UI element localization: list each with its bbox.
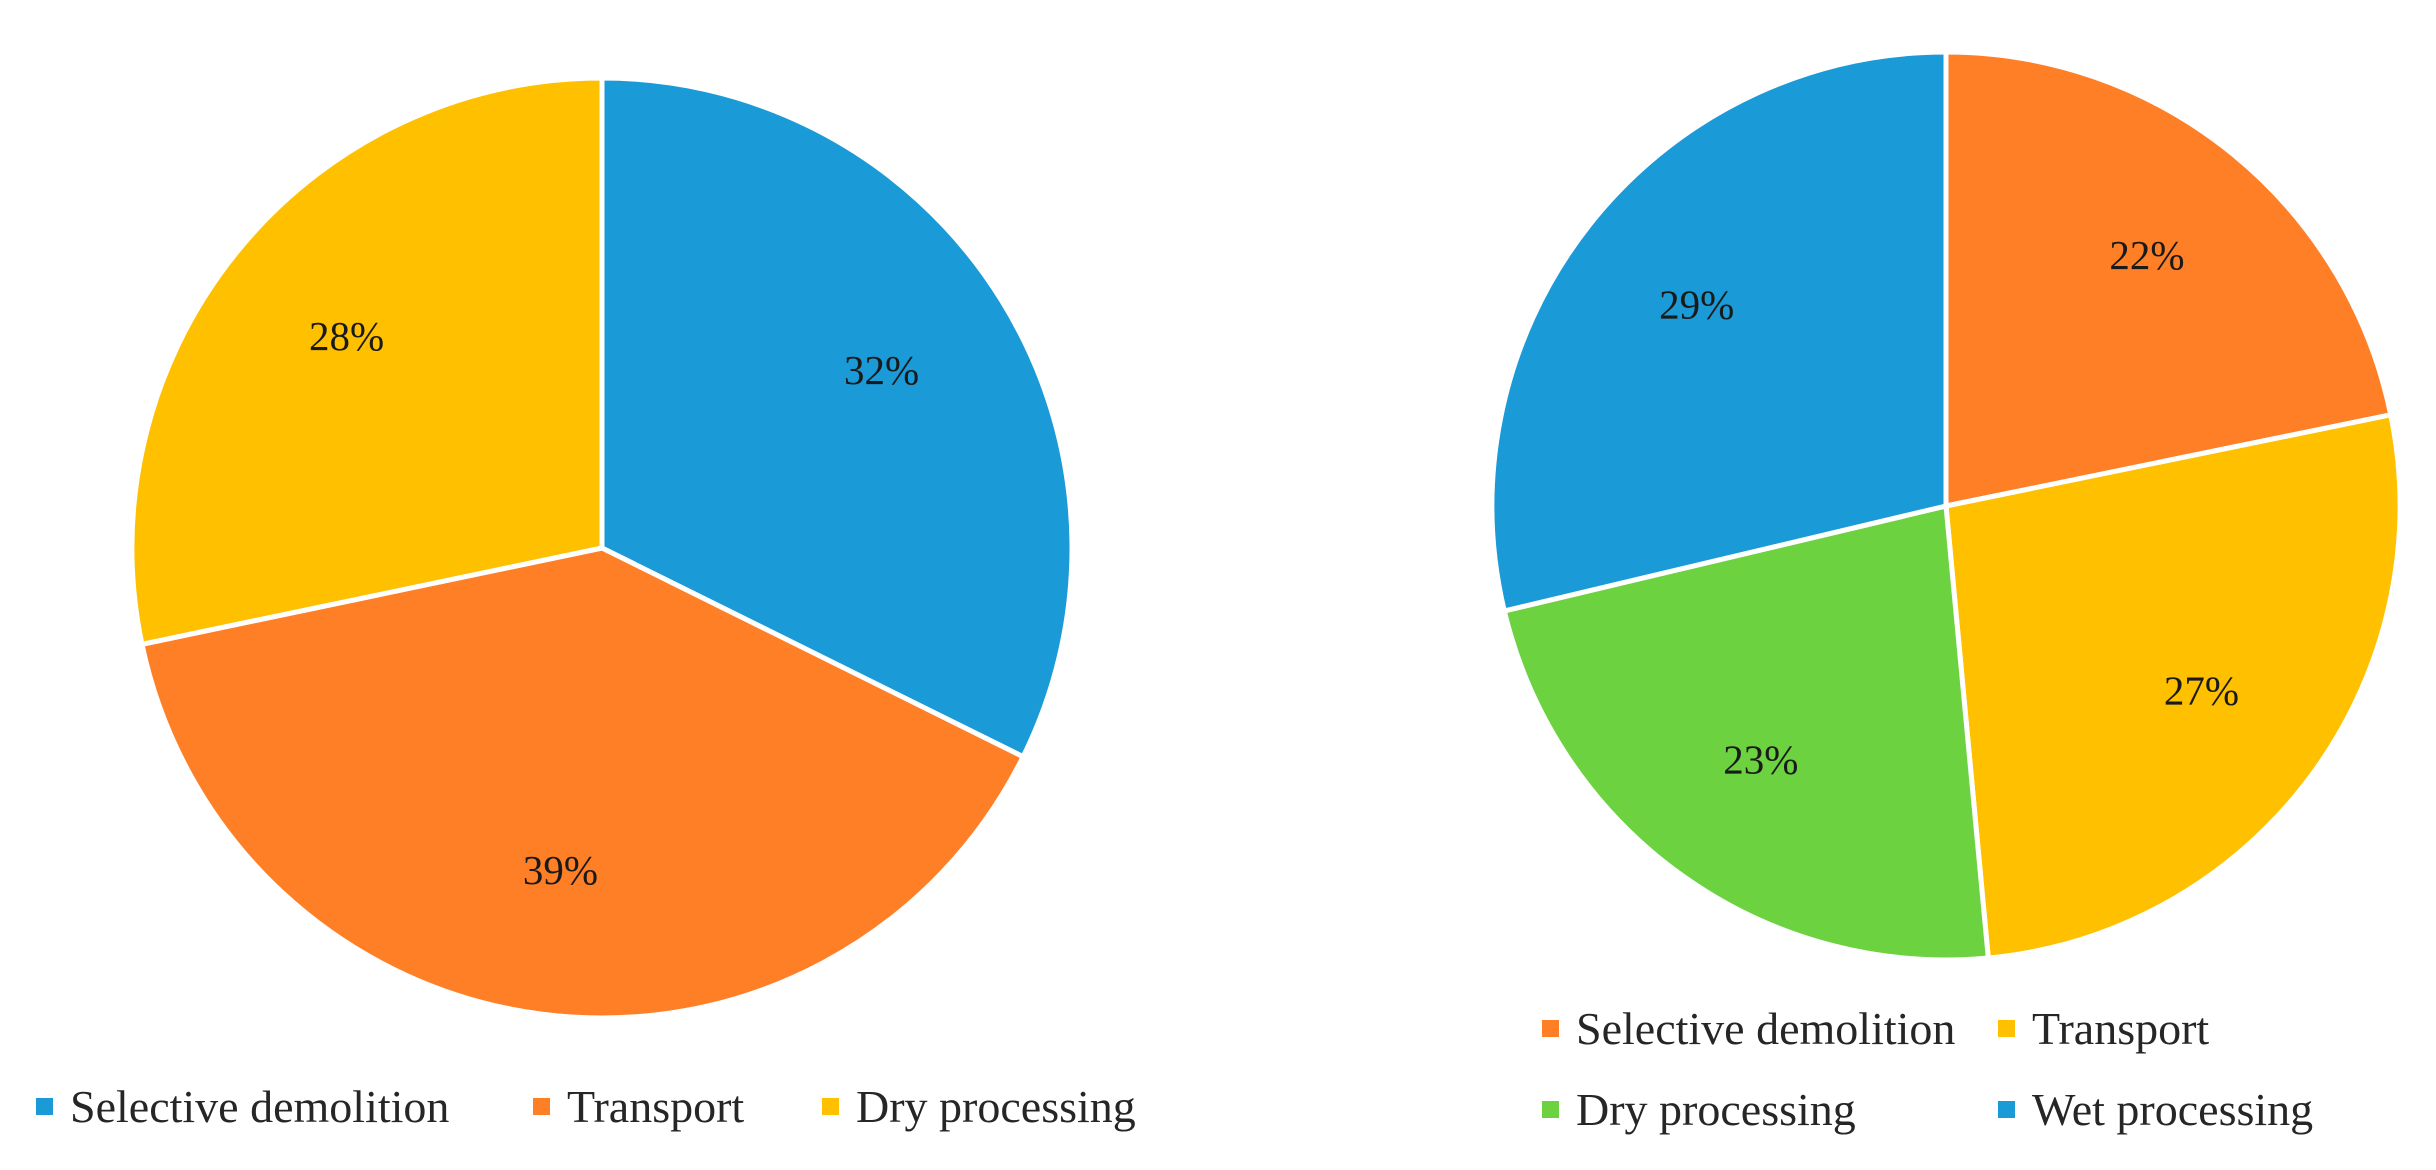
legend-left: Selective demolition Transport Dry process… (36, 1081, 1136, 1132)
pie-slice-wet-processing (1489, 49, 1949, 614)
legend-swatch-transport (533, 1098, 550, 1115)
legend-label-dry-processing: Dry processing (1576, 1084, 1856, 1135)
legend-swatch-selective-demolition (1542, 1020, 1559, 1037)
pie-slice-transport (1943, 412, 2403, 961)
pie-data-label-selective-demolition: 32% (844, 347, 919, 393)
legend-label-selective-demolition: Selective demolition (70, 1081, 449, 1132)
legend-label-transport: Transport (2032, 1003, 2209, 1054)
legend-label-wet-processing: Wet processing (2032, 1084, 2313, 1135)
pie-slice-dry-processing (129, 75, 605, 647)
legend-swatch-selective-demolition (36, 1098, 53, 1115)
pie-data-label-selective-demolition: 22% (2109, 232, 2184, 278)
legend-label-selective-demolition: Selective demolition (1576, 1003, 1955, 1054)
pie-chart-left: 32% 39% 28% (129, 75, 1075, 1021)
legend-swatch-dry-processing (822, 1098, 839, 1115)
pie-slice-selective-demolition (599, 75, 1075, 760)
pie-slice-dry-processing (1501, 503, 1991, 963)
pie-data-label-dry-processing: 23% (1723, 737, 1798, 783)
legend-swatch-wet-processing (1998, 1101, 2015, 1118)
pie-slice-selective-demolition (1943, 49, 2394, 509)
pie-data-label-transport: 27% (2164, 668, 2239, 714)
legend-swatch-dry-processing (1542, 1101, 1559, 1118)
pie-data-label-transport: 39% (523, 847, 598, 893)
legend-label-transport: Transport (567, 1081, 744, 1132)
pie-data-label-dry-processing: 28% (309, 313, 384, 359)
pie-slice-transport (139, 545, 1026, 1021)
pie-chart-right: 22% 27% 23% 29% (1489, 49, 2403, 963)
legend-swatch-transport (1998, 1020, 2015, 1037)
pie-data-label-wet-processing: 29% (1659, 281, 1734, 327)
legend-right: Selective demolition Transport Dry process… (1542, 1003, 2313, 1135)
legend-label-dry-processing: Dry processing (856, 1081, 1136, 1132)
